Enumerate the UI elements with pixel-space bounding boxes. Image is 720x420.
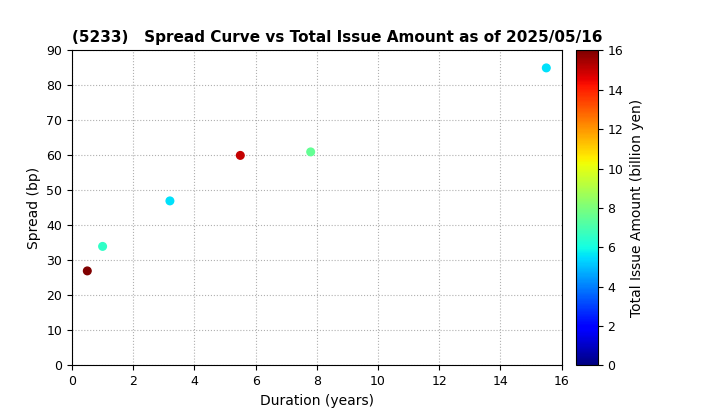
Y-axis label: Spread (bp): Spread (bp) (27, 167, 41, 249)
Point (81, 268, 93, 274)
X-axis label: Duration (years): Duration (years) (260, 394, 374, 408)
Point (235, 152, 246, 159)
Point (541, 65, 552, 71)
Y-axis label: Total Issue Amount (billion yen): Total Issue Amount (billion yen) (630, 99, 644, 317)
Point (96, 243, 108, 250)
Point (305, 149, 317, 155)
Text: (5233)   Spread Curve vs Total Issue Amount as of 2025/05/16: (5233) Spread Curve vs Total Issue Amoun… (72, 30, 603, 45)
Point (164, 197, 176, 204)
